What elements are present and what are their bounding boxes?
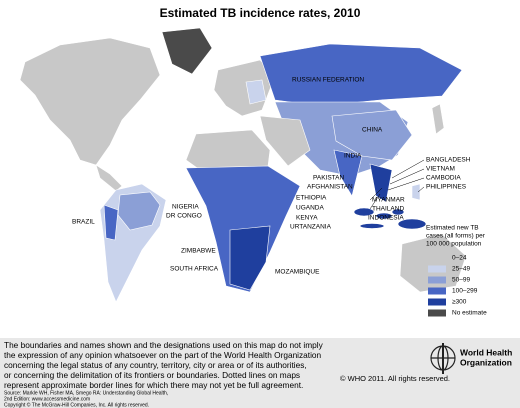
country-region	[245, 79, 267, 105]
island	[375, 212, 393, 220]
legend-title: Estimated new TB	[426, 225, 479, 232]
country-region	[399, 233, 467, 293]
map-title: Estimated TB incidence rates, 2010	[160, 6, 361, 20]
country-label: BANGLADESH	[426, 157, 471, 164]
country-region	[333, 149, 363, 197]
country-label: CAMBODIA	[426, 175, 461, 182]
country-region	[103, 204, 119, 241]
leader-line	[369, 193, 381, 210]
country-label: BRAZIL	[72, 219, 95, 226]
country-label: MYANMAR	[372, 197, 405, 204]
rights-text: © WHO 2011. All rights reserved.	[340, 374, 450, 383]
island	[359, 223, 385, 229]
country-label: DR CONGO	[166, 213, 202, 220]
leader-line	[369, 187, 383, 201]
leader-line	[389, 168, 425, 185]
disclaimer-line: the expression of any opinion whatsoever…	[4, 350, 322, 360]
country-label: INDIA	[344, 153, 362, 160]
legend-title: 100 000 population	[426, 241, 482, 248]
source-line: 2nd Edition: www.accessmedicine.com	[4, 396, 90, 402]
country-label: THAILAND	[372, 206, 404, 213]
country-label: NIGERIA	[172, 204, 199, 211]
island	[391, 208, 405, 216]
country-region	[229, 225, 271, 291]
disclaimer-line: The boundaries and names shown and the d…	[4, 340, 324, 350]
legend-swatch	[428, 287, 446, 295]
country-label: CHINA	[362, 127, 383, 134]
country-region	[185, 129, 271, 171]
legend-label: 0–24	[452, 255, 467, 262]
disclaimer-line: or concerning the delimitation of its fr…	[4, 370, 300, 380]
legend-title: cases (all forms) per	[426, 233, 486, 240]
country-region	[117, 191, 161, 231]
organization-name: World Health	[460, 347, 512, 357]
country-label: RUSSIAN FEDERATION	[292, 77, 364, 84]
country-label: MOZAMBIQUE	[275, 269, 320, 276]
source-line: Copyright © The McGraw-Hill Companies, I…	[4, 401, 149, 408]
country-label: ETHIOPIA	[296, 195, 327, 202]
country-label: AFGHANISTAN	[307, 184, 353, 191]
legend-label: 100–299	[452, 288, 478, 295]
legend-label: 25–49	[452, 266, 470, 273]
leader-line	[417, 186, 425, 193]
country-region	[331, 109, 413, 161]
who-logo	[430, 343, 456, 374]
legend-swatch	[428, 254, 446, 262]
legend-swatch	[428, 265, 446, 273]
leader-line	[387, 177, 425, 191]
source-line: Source: Markle WH, Fisher MA, Smego RA: …	[4, 390, 168, 396]
legend-swatch	[428, 298, 446, 306]
country-label: UGANDA	[296, 205, 324, 212]
legend-swatch	[428, 309, 446, 317]
country-label: KENYA	[296, 215, 318, 222]
country-label: VIETNAM	[426, 166, 455, 173]
country-region	[369, 163, 393, 203]
country-region	[411, 183, 421, 201]
disclaimer-line: represent approximate border lines for w…	[4, 380, 303, 390]
country-label: SOUTH AFRICA	[170, 266, 219, 273]
country-region	[431, 103, 445, 135]
legend-label: ≥300	[452, 299, 467, 306]
footer-band	[0, 338, 520, 408]
legend-swatch	[428, 276, 446, 284]
country-label: PAKISTAN	[313, 175, 344, 182]
country-region	[161, 27, 213, 75]
country-label: URTANZANIA	[290, 224, 332, 231]
country-label: PHILIPPINES	[426, 184, 467, 191]
country-label: ZIMBABWE	[181, 248, 216, 255]
leader-line	[391, 159, 425, 179]
island	[353, 207, 375, 217]
legend-label: No estimate	[452, 310, 487, 317]
country-label: INDONESIA	[368, 215, 404, 222]
organization-name: Organization	[460, 357, 512, 367]
legend-label: 50–99	[452, 277, 470, 284]
country-region	[19, 37, 161, 166]
disclaimer-line: concerning the legal status of any count…	[4, 360, 307, 370]
country-region	[95, 164, 123, 192]
island	[397, 218, 427, 230]
country-region	[259, 115, 311, 167]
